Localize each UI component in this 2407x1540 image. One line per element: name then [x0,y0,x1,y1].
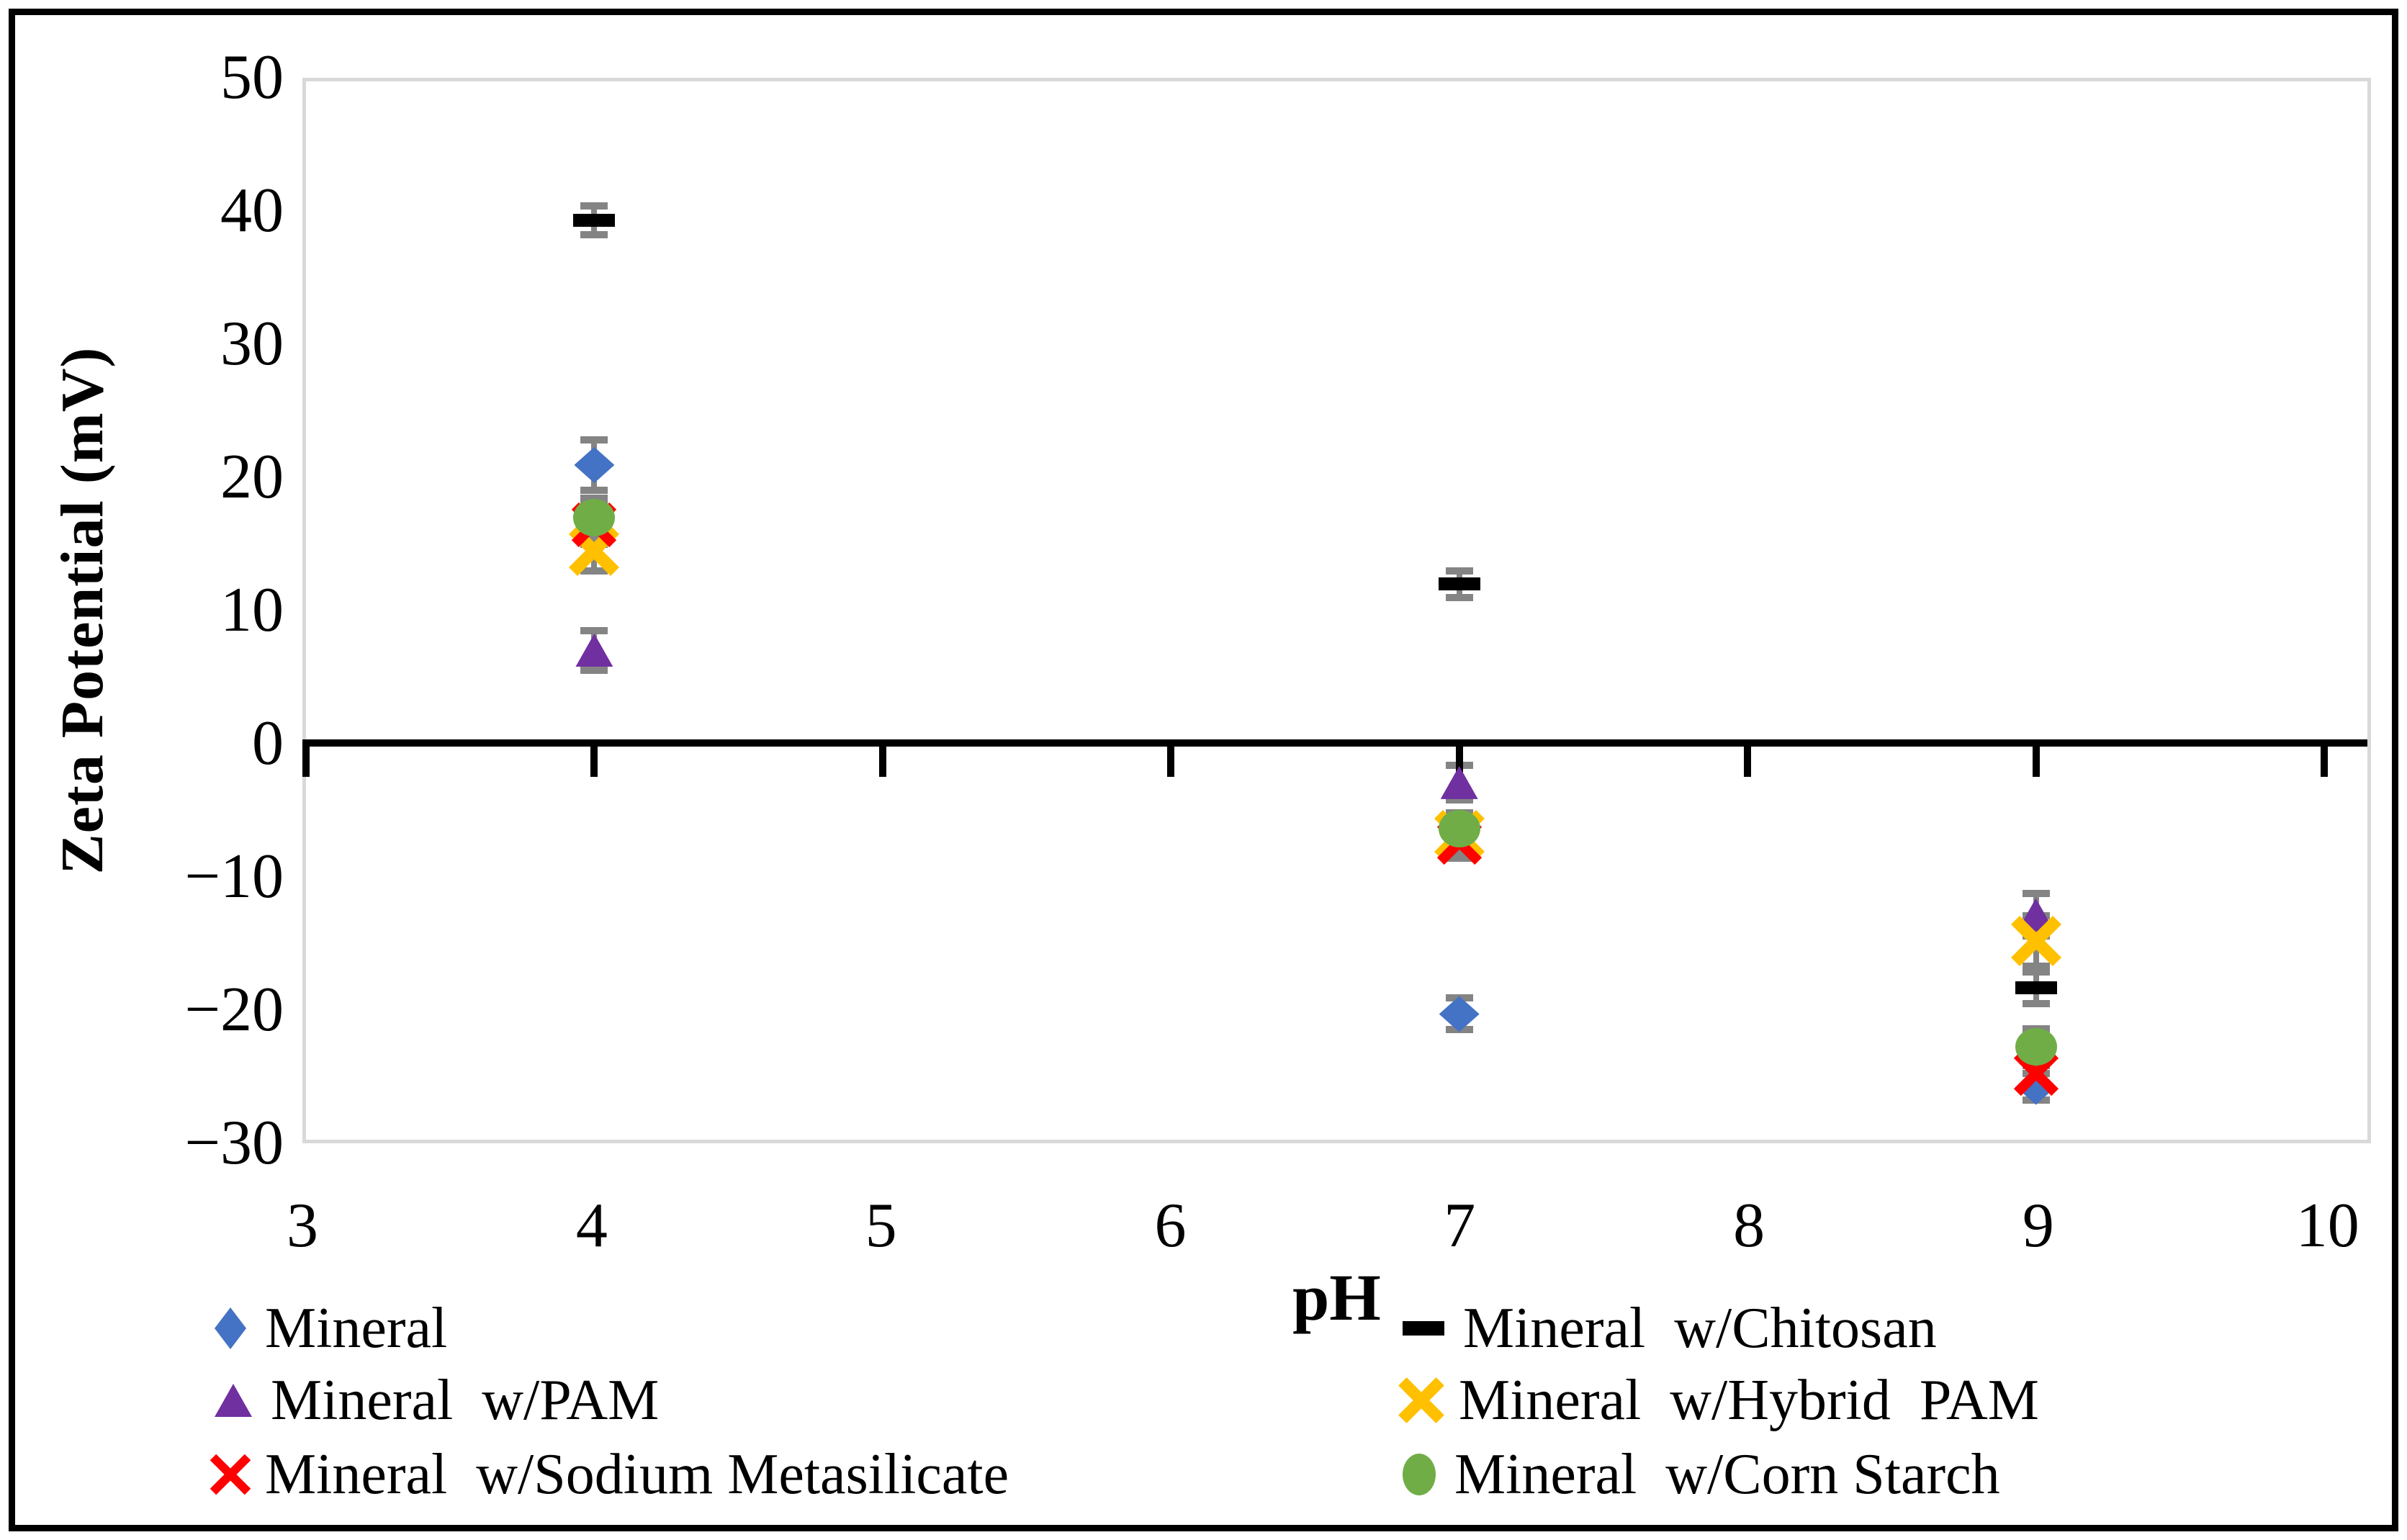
circle-glyph [573,499,616,537]
marker-mineral-ph7 [1439,996,1480,1032]
x-axis-tick-mark-10 [2320,739,2328,777]
x-axis-tick-mark-4 [590,739,598,777]
legend-marker-chitosan-dash [1403,1321,1444,1336]
legend-triangle-glyph [215,1384,252,1417]
legend-label-mineral-pam: Mineral w/PAM [271,1369,660,1432]
legend-label-mineral-hybrid-pam: Mineral w/Hybrid PAM [1459,1369,2039,1432]
x-tick-label-8: 8 [1733,1191,1765,1261]
y-tick-label-40: 40 [220,176,284,246]
error-bar-cap-mineral-w-chitosan-ph4 [580,202,608,210]
error-bar-cap-mineral-w-sodium-metasilicate-ph7 [1445,854,1473,862]
dash-glyph [2015,981,2057,994]
y-tick-label-10: 10 [220,575,284,645]
marker-mineral-w-chitosan-ph9 [2015,981,2057,994]
x-tick-label-10: 10 [2295,1191,2359,1261]
marker-mineral-w-hybrid-pam-ph9 [2010,916,2061,967]
error-bar-cap-mineral-w-chitosan-ph9 [2022,999,2050,1007]
error-bar-cap-mineral-ph4 [580,486,608,494]
legend-entry-mineral-hybrid-pam: Mineral w/Hybrid PAM [1398,1368,2039,1433]
legend-dash-glyph [1403,1321,1444,1336]
legend-label-mineral: Mineral [265,1297,448,1360]
y-tick-label--10: −10 [184,842,284,911]
x-axis-tick-mark-9 [2032,739,2040,777]
marker-mineral-w-chitosan-ph4 [573,213,616,227]
y-tick-label-30: 30 [220,309,284,379]
diamond-glyph [574,446,615,483]
error-bar-cap-mineral-w-chitosan-ph9 [2022,968,2050,976]
legend-entry-mineral: Mineral [215,1296,447,1361]
legend-label-mineral-corn-starch: Mineral w/Corn Starch [1454,1443,2000,1506]
y-tick-label--30: −30 [184,1108,284,1178]
marker-mineral-w-pam-ph7 [1440,765,1478,799]
error-bar-cap-mineral-w-chitosan-ph7 [1445,593,1473,601]
legend-entry-mineral-sodium-metasilicate: Mineral w/Sodium Metasilicate [210,1442,1009,1507]
error-bar-cap-mineral-w-chitosan-ph7 [1445,567,1473,575]
error-bar-cap-mineral-w-chitosan-ph4 [580,231,608,239]
marker-mineral-w-corn-starch-ph9 [2015,1028,2057,1066]
legend-x-thick-glyph [1398,1377,1444,1423]
marker-mineral-w-corn-starch-ph4 [573,499,616,537]
triangle-glyph [1440,765,1478,799]
legend-circle-glyph [1403,1454,1436,1495]
marker-mineral-w-chitosan-ph7 [1438,577,1480,591]
error-bar-cap-mineral-w-corn-starch-ph4 [580,494,608,502]
x-axis-tick-mark-7 [1455,739,1463,777]
x-tick-label-5: 5 [865,1191,897,1261]
marker-mineral-w-corn-starch-ph7 [1438,810,1480,848]
circle-glyph [2015,1028,2057,1066]
y-tick-label-20: 20 [220,442,284,512]
diamond-glyph [1439,996,1480,1032]
triangle-glyph [575,634,613,667]
circle-glyph [1438,810,1480,848]
dash-glyph [573,213,616,227]
legend-marker-mineral-diamond [215,1307,246,1349]
x-thick-glyph [2010,916,2061,967]
plot-area [302,78,2371,1143]
error-bar-cap-mineral-w-pam-ph4 [580,666,608,674]
legend-entry-mineral-pam: Mineral w/PAM [215,1368,659,1433]
x-tick-label-6: 6 [1154,1191,1187,1261]
marker-mineral-w-pam-ph4 [575,634,613,667]
dash-glyph [1438,577,1480,591]
y-tick-label-50: 50 [220,42,284,112]
legend-marker-corn-starch-circle [1403,1454,1436,1495]
error-bar-cap-mineral-w-pam-ph7 [1445,796,1473,803]
x-tick-label-4: 4 [575,1191,608,1261]
error-bar-cap-mineral-w-hybrid-pam-ph9 [2022,963,2050,971]
figure-border [9,9,2398,1531]
x-axis-tick-mark-3 [302,739,310,777]
legend-diamond-glyph [215,1307,246,1349]
legend-marker-pam-triangle [215,1384,252,1417]
x-tick-label-7: 7 [1444,1191,1476,1261]
legend-label-mineral-chitosan: Mineral w/Chitosan [1463,1297,1937,1360]
x-axis-tick-mark-8 [1744,739,1752,777]
legend-entry-mineral-chitosan: Mineral w/Chitosan [1403,1296,1937,1361]
error-bar-cap-mineral-w-pam-ph9 [2022,890,2050,898]
x-axis-title: pH [1292,1261,1381,1334]
error-bar-cap-mineral-w-hybrid-pam-ph4 [580,567,608,575]
x-axis-tick-mark-5 [878,739,886,777]
x-tick-label-9: 9 [2022,1191,2054,1261]
legend-entry-mineral-corn-starch: Mineral w/Corn Starch [1403,1442,2000,1507]
error-bar-cap-mineral-ph4 [580,436,608,443]
error-bar-cap-mineral-w-corn-starch-ph4 [580,533,608,541]
legend-marker-sodium-metasilicate-x [210,1454,251,1495]
y-tick-label-0: 0 [252,708,284,778]
x-axis-zero-line [306,739,2367,747]
legend-x-thin-glyph [210,1454,251,1495]
error-bar-cap-mineral-w-pam-ph4 [580,626,608,634]
legend-label-mineral-sodium-metasilicate: Mineral w/Sodium Metasilicate [265,1443,1009,1506]
x-axis-tick-mark-6 [1167,739,1175,777]
marker-mineral-ph4 [574,446,615,483]
y-tick-label--20: −20 [184,975,284,1045]
legend-marker-hybrid-pam-x [1398,1377,1444,1423]
x-tick-label-3: 3 [287,1191,318,1261]
